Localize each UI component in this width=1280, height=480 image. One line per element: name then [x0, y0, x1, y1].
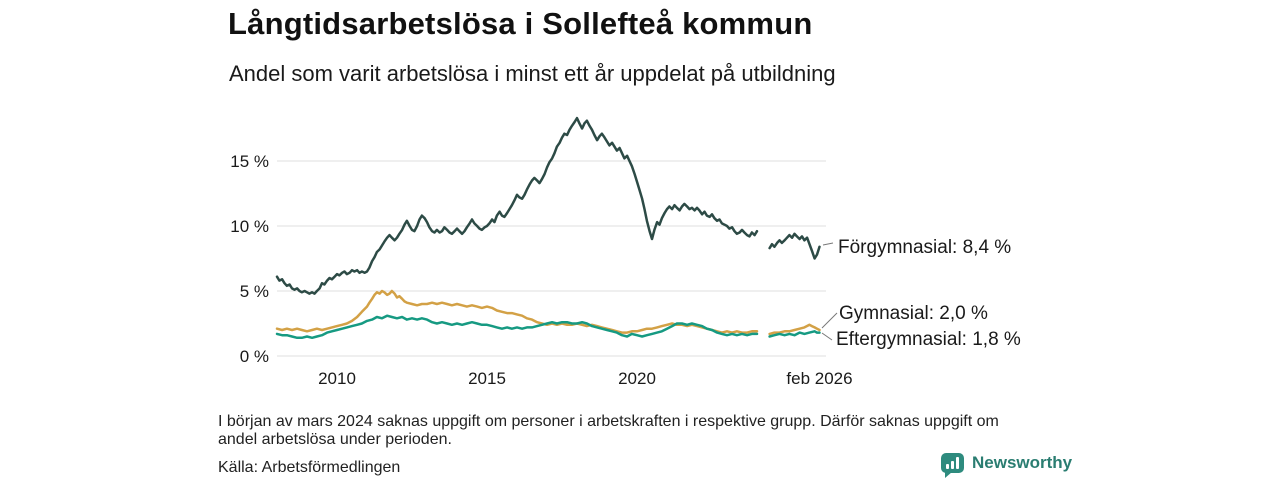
newsworthy-logo: Newsworthy: [941, 453, 1073, 478]
y-axis-tick-label: 15 %: [230, 152, 269, 171]
chart-subtitle: Andel som varit arbetslösa i minst ett å…: [229, 61, 836, 86]
x-axis-tick-label: 2015: [468, 369, 506, 388]
y-axis-tick-label: 10 %: [230, 217, 269, 236]
y-axis-tick-label: 5 %: [240, 282, 269, 301]
source-label: Källa: Arbetsförmedlingen: [218, 459, 401, 476]
leader-line-forgymnasial: [822, 242, 834, 246]
brand-name: Newsworthy: [972, 453, 1073, 472]
x-axis-tick-label: feb 2026: [786, 369, 852, 388]
page-title: Långtidsarbetslösa i Sollefteå kommun: [228, 6, 813, 41]
x-axis-tick-label: 2010: [318, 369, 356, 388]
bar-chart-bubble-icon: [941, 453, 964, 478]
footnote-line-1: I början av mars 2024 saknas uppgift om …: [218, 413, 999, 430]
y-axis-tick-label: 0 %: [240, 347, 269, 366]
series-end-label-gymnasial: Gymnasial: 2,0 %: [839, 303, 988, 324]
series-end-label-forgymnasial: Förgymnasial: 8,4 %: [838, 237, 1011, 258]
series-end-label-eftergymnasial: Eftergymnasial: 1,8 %: [836, 329, 1021, 350]
chart-footnote: I början av mars 2024 saknas uppgift om …: [218, 413, 1058, 449]
leader-line-eftergymnasial: [821, 332, 833, 341]
series-line-forgymnasial: [275, 116, 821, 295]
series-line-eftergymnasial: [275, 314, 821, 340]
leader-line-gymnasial: [821, 312, 838, 329]
footnote-line-2: andel arbetslösa under perioden.: [218, 431, 452, 448]
x-axis-tick-label: 2020: [618, 369, 656, 388]
series-line-gymnasial: [275, 289, 821, 336]
